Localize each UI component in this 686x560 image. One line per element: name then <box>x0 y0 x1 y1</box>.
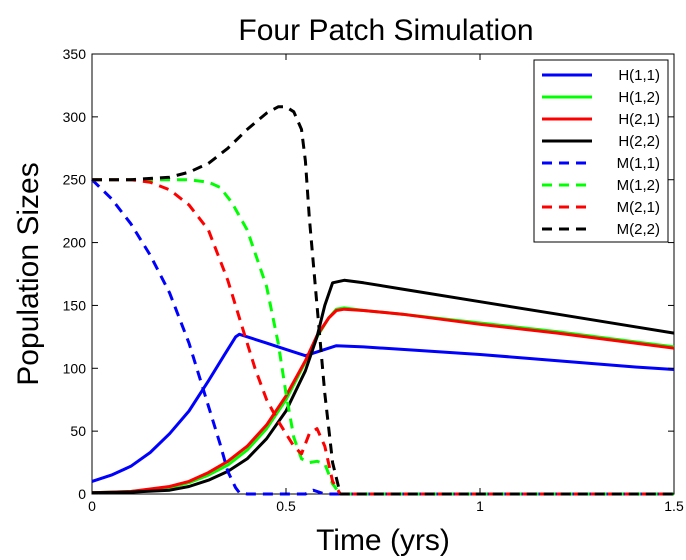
legend-label: M(2,2) <box>617 221 660 238</box>
y-tick-label: 150 <box>63 297 87 313</box>
y-tick-label: 50 <box>70 423 86 439</box>
series-line-m-2-1 <box>92 178 674 496</box>
y-tick-label: 350 <box>63 46 87 62</box>
legend-label: M(1,1) <box>617 155 660 172</box>
legend-label: M(1,2) <box>617 177 660 194</box>
x-axis-title: Time (yrs) <box>316 524 450 557</box>
x-tick-label: 0.5 <box>276 498 296 514</box>
series-line-m-1-2 <box>92 178 674 496</box>
legend-label: H(2,1) <box>618 111 660 128</box>
x-tick-label: 1 <box>476 498 484 514</box>
y-tick-label: 300 <box>63 109 87 125</box>
chart-title: Four Patch Simulation <box>238 14 533 47</box>
x-tick-label: 0 <box>88 498 96 514</box>
series-line-m-1-1 <box>90 178 674 496</box>
x-tick-label: 1.5 <box>664 498 684 514</box>
legend-box <box>533 59 669 243</box>
legend: H(1,1) H(1,2) H(2,1) H(2,2) M(1,1) M(1,2) M(2,… <box>533 59 669 243</box>
series-line-h-1-1 <box>91 332 675 483</box>
y-tick-label: 0 <box>78 486 86 502</box>
y-tick-label: 250 <box>63 172 87 188</box>
legend-label: M(2,1) <box>617 199 660 216</box>
series-line-h-2-1 <box>91 307 675 495</box>
y-axis-title: Population Sizes <box>12 162 45 385</box>
y-tick-label: 100 <box>63 360 87 376</box>
legend-label: H(1,1) <box>618 67 660 84</box>
series-line-m-2-2 <box>92 105 674 496</box>
legend-label: H(2,2) <box>618 133 660 150</box>
series-line-h-2-2 <box>91 278 675 495</box>
legend-label: H(1,2) <box>618 89 660 106</box>
y-tick-label: 200 <box>63 235 87 251</box>
axis-ticks: 0 0.5 1 1.5 0 50 100 150 200 250 300 350 <box>63 46 684 514</box>
series-layer <box>90 105 675 496</box>
